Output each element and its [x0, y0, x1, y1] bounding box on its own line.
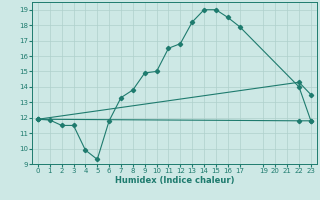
X-axis label: Humidex (Indice chaleur): Humidex (Indice chaleur) — [115, 176, 234, 185]
